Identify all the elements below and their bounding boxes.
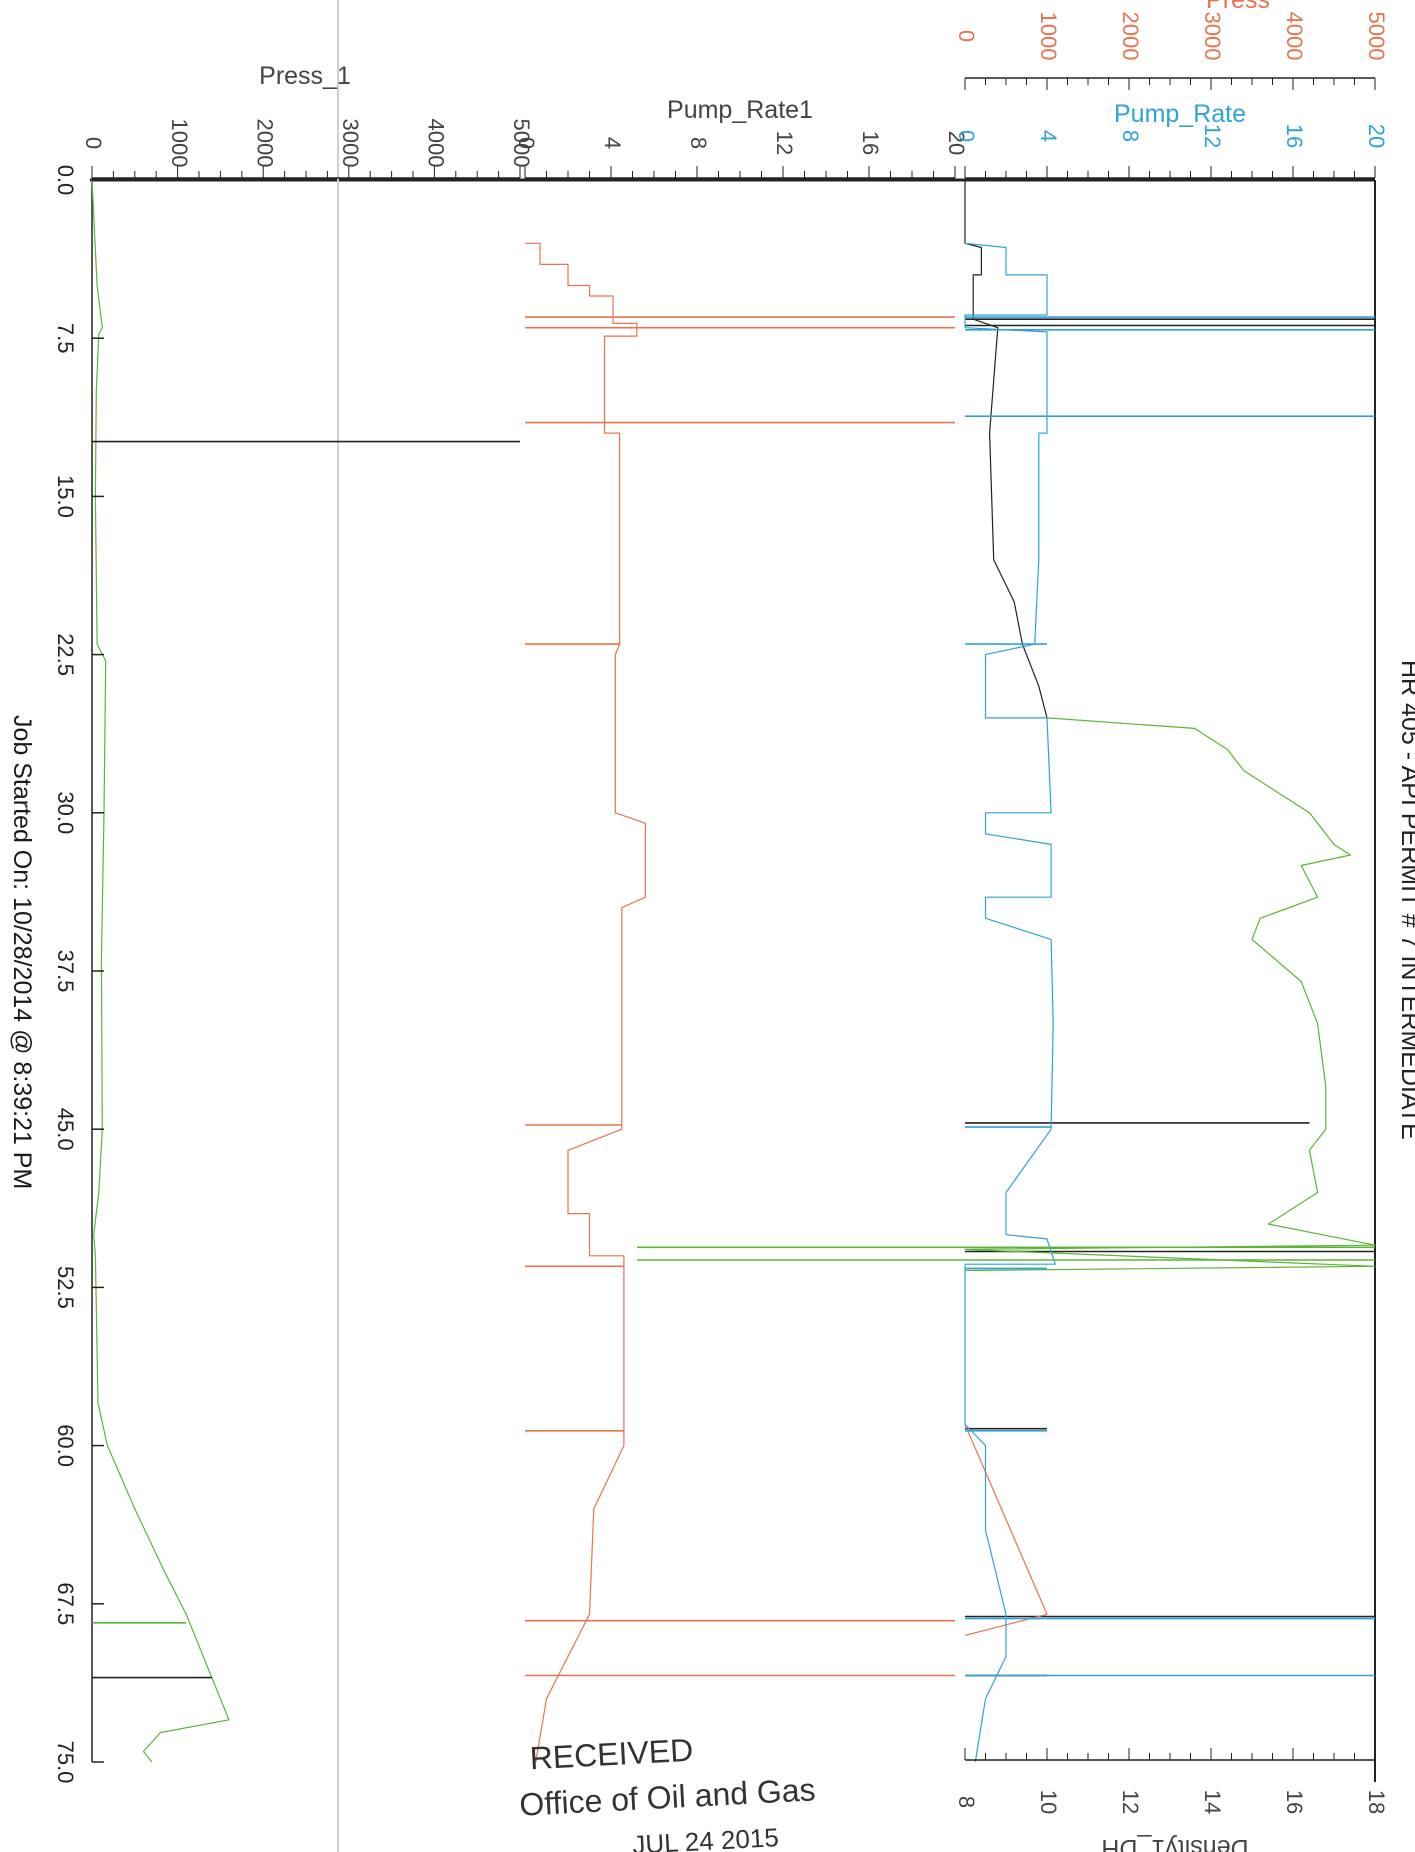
track-tick-label: 0 xyxy=(81,137,106,149)
received-stamp: RECEIVED Office of Oil and Gas JUL 24 20… xyxy=(518,1732,816,1852)
time-tick-label: 45.0 xyxy=(53,1108,78,1151)
track-tick-label: 16 xyxy=(1282,124,1307,148)
time-tick-label: 0.0 xyxy=(53,165,78,196)
time-tick-label: 30.0 xyxy=(53,791,78,834)
track-tick-label: 5000 xyxy=(509,119,534,168)
track-tick-label: 2000 xyxy=(1118,12,1143,61)
track-tick-label: 12 xyxy=(1200,124,1225,148)
track-tick-label: 0 xyxy=(954,130,979,142)
track-tick-label: 18 xyxy=(1364,1790,1389,1814)
track-tick-label: 0 xyxy=(954,30,979,42)
track-tick-label: 20 xyxy=(1364,124,1389,148)
track-title: Press xyxy=(1206,0,1270,14)
track-tick-label: 1000 xyxy=(167,119,192,168)
track-tick-label: 14 xyxy=(1200,1790,1225,1814)
track-tick-label: 4000 xyxy=(424,119,449,168)
track-title: Press_1 xyxy=(259,62,351,90)
time-tick-label: 60.0 xyxy=(53,1424,78,1467)
stamp-date: JUL 24 2015 xyxy=(632,1822,780,1852)
track-tick-label: 12 xyxy=(772,131,797,155)
series-line xyxy=(525,242,647,1763)
series-line xyxy=(964,1424,1048,1636)
track-tick-label: 8 xyxy=(686,137,711,149)
track-tick-label: 3000 xyxy=(1200,12,1225,61)
track-title: Pump_Rate1 xyxy=(667,96,813,124)
stamp-received: RECEIVED xyxy=(529,1732,694,1777)
track-tick-label: 8 xyxy=(954,1796,979,1808)
series-line xyxy=(964,242,1056,1763)
track-title: Pump_Rate xyxy=(1114,100,1246,128)
track-tick-label: 16 xyxy=(1282,1790,1307,1814)
track-tick-label: 5000 xyxy=(1364,12,1389,61)
track-tick-label: 3000 xyxy=(338,119,363,168)
track-tick-label: 1000 xyxy=(1036,12,1061,61)
chart-title: HR 405 - API PERMIT # 7 INTERMEDIATE xyxy=(1396,660,1415,1140)
time-tick-label: 67.5 xyxy=(53,1582,78,1625)
track-tick-label: 10 xyxy=(1036,1790,1061,1814)
series-line xyxy=(964,717,1376,1272)
track-tick-label: 2000 xyxy=(252,119,277,168)
track-tick-label: 4 xyxy=(600,137,625,149)
track-title: Density1_DH xyxy=(1101,1834,1248,1852)
time-tick-label: 52.5 xyxy=(53,1266,78,1309)
time-tick-label: 15.0 xyxy=(53,475,78,518)
job-started-label: Job Started On: 10/28/2014 @ 8:39:21 PM xyxy=(8,715,36,1189)
time-tick-label: 22.5 xyxy=(53,633,78,676)
track-tick-label: 12 xyxy=(1118,1790,1143,1814)
axis-layer: 0.0 7.5 15.0 22.5 30.0 37.5 45.0 52.5 60.0 67.5 75… xyxy=(53,0,1389,1852)
chart-frame xyxy=(90,0,1376,1852)
track-tick-label: 4000 xyxy=(1282,12,1307,61)
track-tick-label: 16 xyxy=(858,131,883,155)
time-tick-label: 7.5 xyxy=(53,323,78,354)
series-layer xyxy=(91,179,1376,1763)
track-tick-label: 20 xyxy=(944,131,969,155)
series-line xyxy=(91,179,230,1763)
time-tick-label: 37.5 xyxy=(53,950,78,993)
track-tick-label: 0 xyxy=(514,137,539,149)
track-tick-label: 4 xyxy=(1036,130,1061,142)
track-tick-label: 8 xyxy=(1118,130,1143,142)
time-tick-label: 75.0 xyxy=(53,1741,78,1784)
stamp-office: Office of Oil and Gas xyxy=(518,1771,816,1822)
